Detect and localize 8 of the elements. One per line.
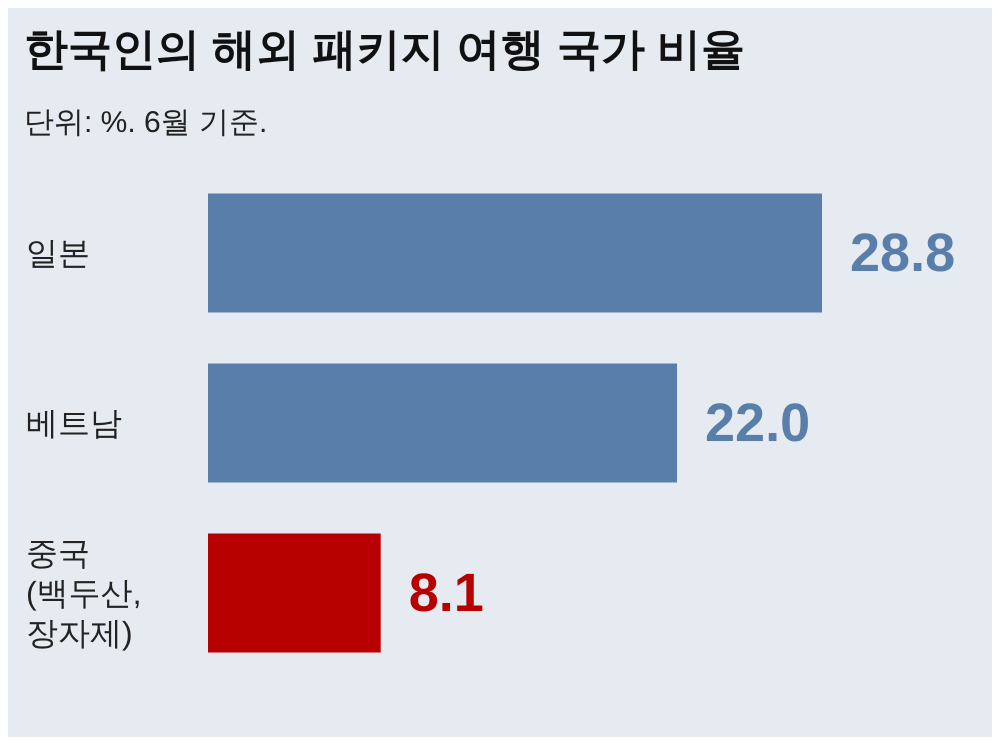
chart-title: 한국인의 해외 패키지 여행 국가 비율 [24,24,746,76]
data-label: 22.0 [705,393,810,453]
y-tick-label: 중국 (백두산, 장자제) [26,535,142,651]
y-tick-label: 일본 [26,235,90,271]
data-label: 28.8 [850,223,956,283]
data-label: 8.1 [408,563,484,623]
y-tick-label: 베트남 [26,405,122,441]
chart-subtitle: 단위: %. 6월 기준. [24,105,268,141]
